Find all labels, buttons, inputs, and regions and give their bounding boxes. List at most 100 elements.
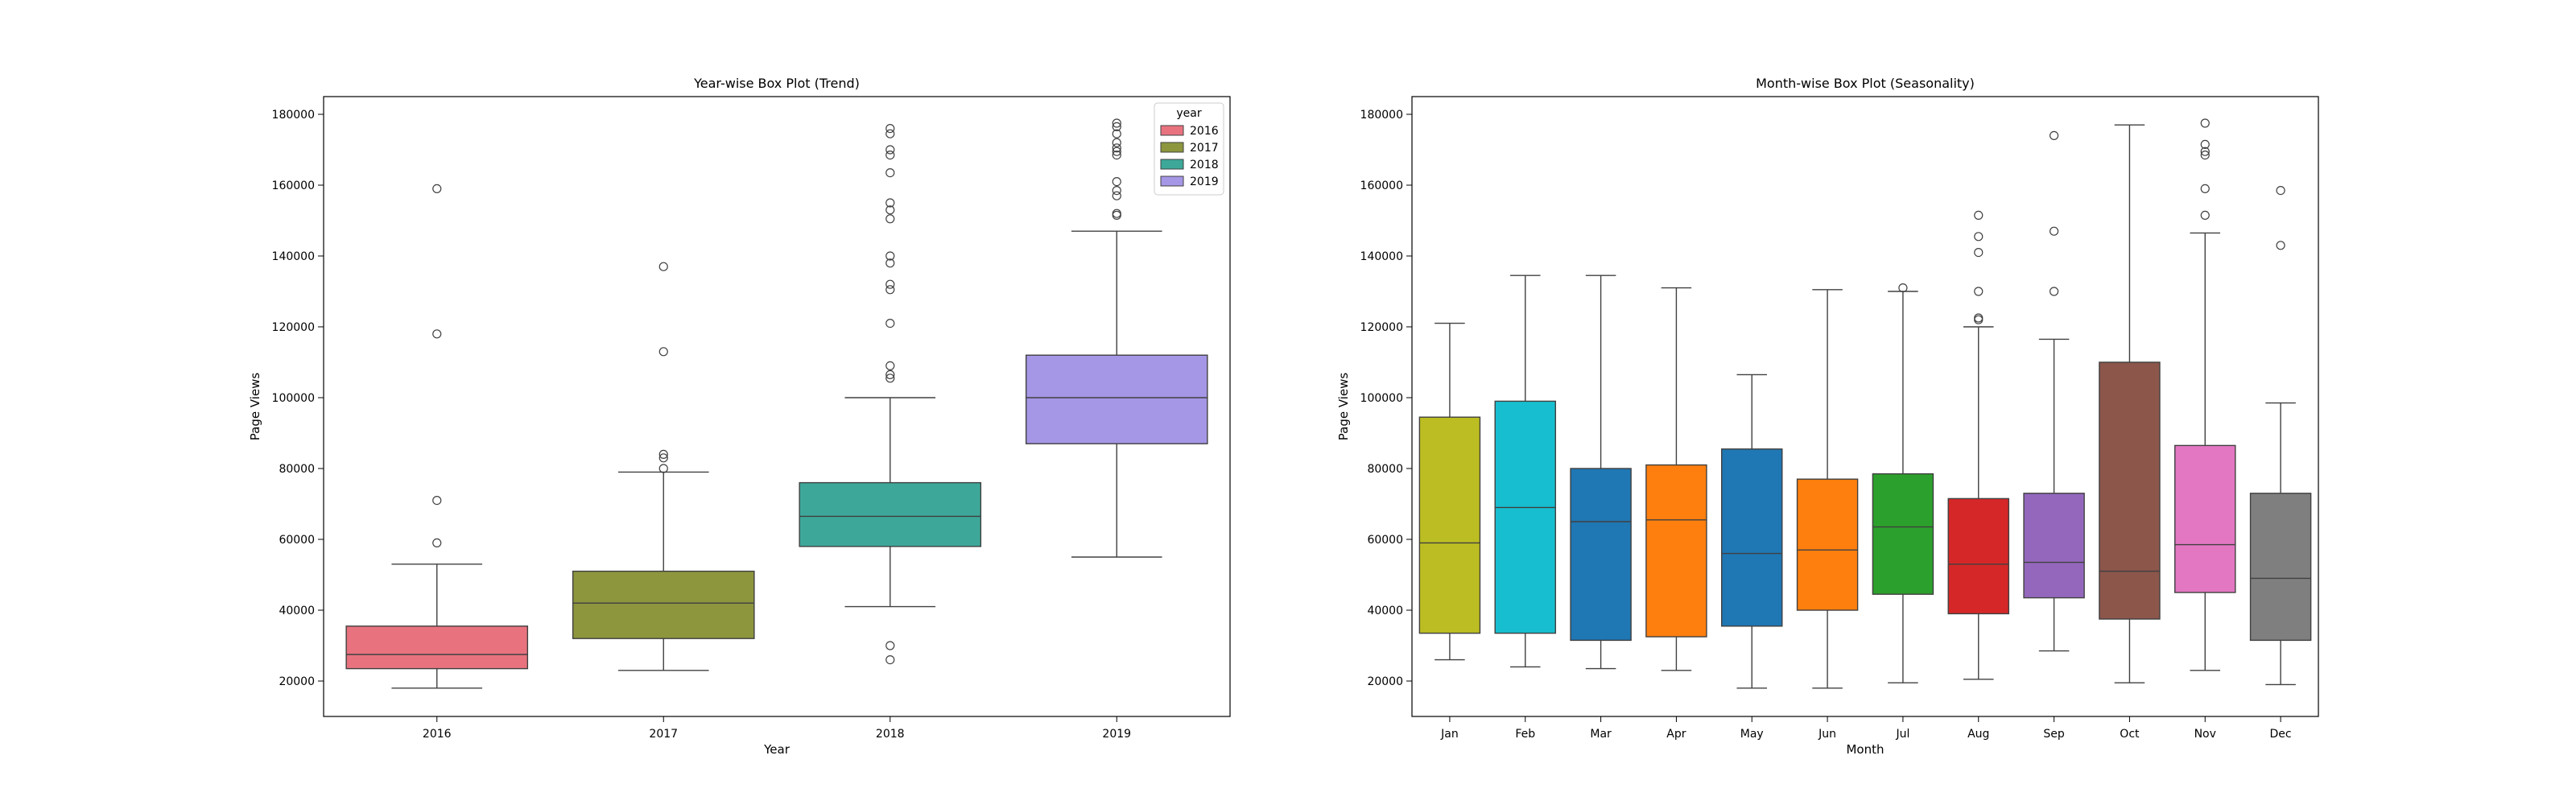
outlier-point xyxy=(886,205,895,215)
year-plot-frame xyxy=(323,96,1231,717)
outlier-point xyxy=(1974,287,1984,296)
outlier-point xyxy=(658,262,668,271)
outlier-point xyxy=(1112,143,1121,153)
month-y-tick-label: 20000 xyxy=(1367,675,1403,688)
outlier-point xyxy=(658,347,668,357)
outlier-point xyxy=(432,495,442,506)
outlier-point xyxy=(1974,248,1984,258)
box-iqr xyxy=(1947,497,2009,615)
month-x-tick-label: Jan xyxy=(1440,728,1459,741)
month-box-Sep xyxy=(2023,130,2085,652)
outlier-point xyxy=(886,374,895,383)
month-chart: Month-wise Box Plot (Seasonality) 20000 40… xyxy=(1336,76,2319,757)
legend-label: 2016 xyxy=(1190,125,1219,138)
box-iqr xyxy=(1721,448,1783,627)
legend-swatch xyxy=(1160,142,1184,153)
month-box-Dec xyxy=(2249,186,2312,686)
outlier-point xyxy=(886,251,895,261)
year-y-tick-label: 20000 xyxy=(279,675,315,688)
outlier-point xyxy=(658,464,668,473)
outlier-point xyxy=(1112,210,1121,220)
outlier-point xyxy=(2200,147,2210,156)
outlier-point xyxy=(2200,139,2210,149)
outlier-point xyxy=(886,168,895,178)
year-x-tick-label: 2016 xyxy=(423,728,452,741)
outlier-point xyxy=(432,329,442,339)
year-y-tick-label: 80000 xyxy=(279,463,315,476)
outlier-point xyxy=(886,361,895,370)
outlier-point xyxy=(886,641,895,650)
outlier-point xyxy=(886,319,895,328)
year-chart-title: Year-wise Box Plot (Trend) xyxy=(693,76,860,91)
box-iqr xyxy=(1796,478,1859,611)
legend-swatch xyxy=(1160,159,1184,170)
outlier-point xyxy=(886,151,895,160)
box-iqr xyxy=(2023,493,2085,599)
month-y-tick-label: 40000 xyxy=(1367,605,1403,617)
outlier-point xyxy=(886,198,895,208)
outlier-point xyxy=(2200,184,2210,193)
month-y-tick-label: 180000 xyxy=(1360,109,1403,122)
year-chart: Year-wise Box Plot (Trend) 20000 40000 6000… xyxy=(248,76,1231,757)
outlier-point xyxy=(658,449,668,460)
outlier-point xyxy=(886,285,895,295)
outlier-point xyxy=(1112,151,1121,160)
outlier-point xyxy=(1112,129,1121,138)
month-x-tick-label: Mar xyxy=(1590,728,1612,741)
month-chart-title: Month-wise Box Plot (Seasonality) xyxy=(1756,76,1975,91)
outlier-point xyxy=(1112,191,1121,200)
month-x-tick-label: Apr xyxy=(1666,728,1686,741)
outlier-point xyxy=(1898,283,1908,293)
outlier-point xyxy=(886,369,895,379)
outlier-point xyxy=(886,258,895,268)
outlier-point xyxy=(1112,208,1121,218)
month-y-tick-label: 80000 xyxy=(1367,463,1403,476)
month-box-Jun xyxy=(1796,289,1859,689)
month-y-tick-label: 60000 xyxy=(1367,534,1403,547)
month-box-Aug xyxy=(1947,210,2009,680)
month-y-tick-label: 120000 xyxy=(1360,321,1403,334)
box-iqr xyxy=(1645,464,1707,638)
outlier-point xyxy=(1112,177,1121,187)
box-iqr xyxy=(1872,473,1934,595)
legend-title: year xyxy=(1176,107,1201,120)
year-y-tick-label: 60000 xyxy=(279,534,315,547)
box-iqr xyxy=(799,481,982,547)
outlier-point xyxy=(1112,147,1121,156)
box-iqr xyxy=(1494,400,1556,634)
outlier-point xyxy=(1112,138,1121,147)
month-x-tick-label: Sep xyxy=(2043,728,2065,741)
month-y-tick-label: 100000 xyxy=(1360,392,1403,405)
month-box-Jul xyxy=(1872,283,1934,683)
outlier-point xyxy=(432,184,442,193)
month-box-Mar xyxy=(1570,275,1632,670)
outlier-point xyxy=(658,453,668,463)
year-y-axis-label: Page Views xyxy=(248,373,262,441)
year-y-tick-label: 100000 xyxy=(272,392,315,405)
month-box-Oct xyxy=(2099,124,2161,683)
outlier-point xyxy=(1974,210,1984,220)
outlier-point xyxy=(886,145,895,155)
month-plot-frame xyxy=(1411,96,2319,717)
box-iqr xyxy=(345,625,529,670)
outlier-point xyxy=(2049,130,2059,140)
legend-swatch xyxy=(1160,125,1184,136)
outlier-point xyxy=(1112,122,1121,131)
year-x-tick-label: 2018 xyxy=(876,728,905,741)
outlier-point xyxy=(1974,313,1984,323)
month-y-tick-label: 160000 xyxy=(1360,180,1403,192)
month-x-tick-label: Jun xyxy=(1818,728,1836,741)
month-box-Jan xyxy=(1418,322,1481,661)
box-iqr xyxy=(2249,493,2312,642)
year-y-tick-label: 160000 xyxy=(272,180,315,192)
month-x-tick-label: Oct xyxy=(2120,728,2140,741)
month-box-Apr xyxy=(1645,287,1707,671)
month-box-Feb xyxy=(1494,275,1556,668)
year-box-2018 xyxy=(799,124,982,665)
outlier-point xyxy=(2200,151,2210,160)
year-x-tick-label: 2017 xyxy=(649,728,678,741)
box-iqr xyxy=(1025,354,1208,444)
month-x-tick-label: May xyxy=(1740,728,1764,741)
outlier-point xyxy=(2200,210,2210,220)
